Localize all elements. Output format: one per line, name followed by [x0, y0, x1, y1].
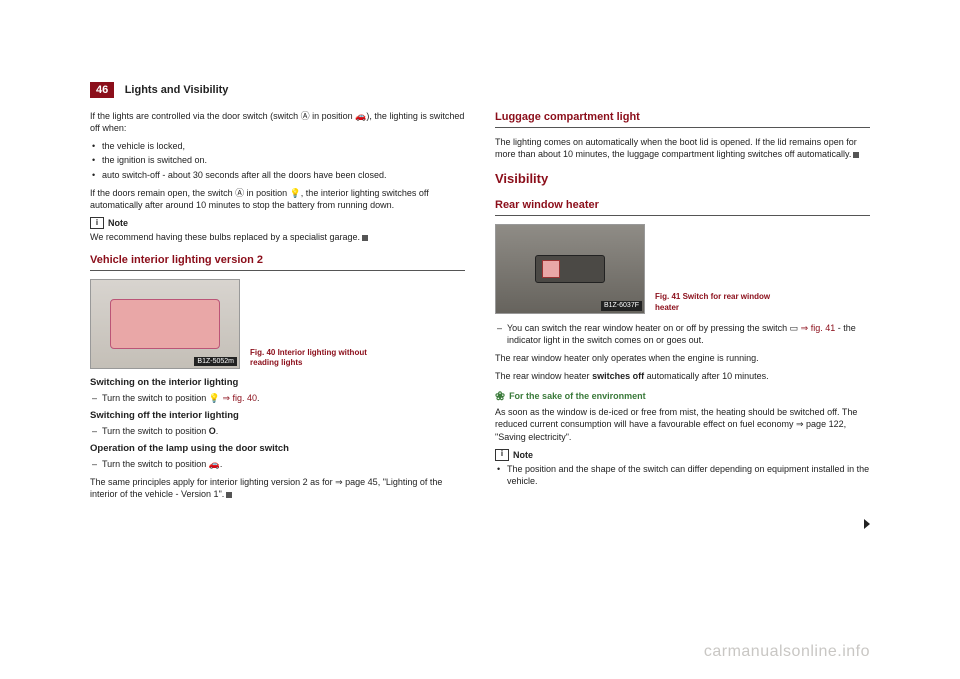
- list-item: auto switch-off - about 30 seconds after…: [90, 169, 465, 181]
- note-heading: i Note: [495, 449, 870, 461]
- step-text: Turn the switch to position: [102, 426, 209, 436]
- sub-heading: Switching off the interior lighting: [90, 410, 465, 423]
- figure-block: B1Z-6037F Fig. 41 Switch for rear window…: [495, 224, 870, 314]
- end-marker-icon: [853, 152, 859, 158]
- note-bullets: The position and the shape of the switch…: [495, 463, 870, 487]
- interior-light-panel: [110, 299, 220, 349]
- figure-40-caption: Fig. 40 Interior lighting without readin…: [250, 348, 390, 370]
- figure-40-image: B1Z-5052m: [90, 279, 240, 369]
- figure-tag: B1Z-6037F: [601, 301, 642, 310]
- p-bold: switches off: [592, 371, 644, 381]
- main-heading: Visibility: [495, 170, 870, 188]
- step-item: Turn the switch to position 🚗.: [90, 458, 465, 470]
- step-bold: O: [209, 426, 216, 436]
- control-panel: [535, 255, 605, 283]
- watermark: carmanualsonline.info: [704, 643, 870, 661]
- luggage-body: The lighting comes on automatically when…: [495, 137, 857, 159]
- list-item: the vehicle is locked,: [90, 140, 465, 152]
- paragraph: If the doors remain open, the switch Ⓐ i…: [90, 187, 465, 211]
- step-text: Turn the switch to position 💡: [102, 393, 222, 403]
- env-text: As soon as the window is de-iced or free…: [495, 406, 870, 442]
- subheading: Vehicle interior lighting version 2: [90, 253, 465, 268]
- note-body: We recommend having these bulbs replaced…: [90, 232, 360, 242]
- step-end: .: [257, 393, 260, 403]
- figure-41-caption: Fig. 41 Switch for rear window heater: [655, 292, 795, 314]
- divider: [90, 270, 465, 271]
- note-text: We recommend having these bulbs replaced…: [90, 231, 465, 243]
- continue-arrow-icon: [864, 519, 870, 529]
- paragraph: The rear window heater switches off auto…: [495, 370, 870, 382]
- subheading: Rear window heater: [495, 198, 870, 213]
- bullet-list: the vehicle is locked, the ignition is s…: [90, 140, 465, 180]
- note-heading: i Note: [90, 217, 465, 229]
- step-item: You can switch the rear window heater on…: [495, 322, 870, 346]
- step-end: .: [216, 426, 219, 436]
- final-text: The same principles apply for interior l…: [90, 477, 442, 499]
- section-title: Lights and Visibility: [125, 84, 229, 96]
- step-item: Turn the switch to position O.: [90, 425, 465, 437]
- content-columns: If the lights are controlled via the doo…: [90, 110, 870, 506]
- step-text: You can switch the rear window heater on…: [507, 323, 801, 333]
- final-paragraph: The same principles apply for interior l…: [90, 476, 465, 500]
- environment-heading: ❀ For the sake of the environment: [495, 388, 870, 404]
- divider: [495, 215, 870, 216]
- intro-text: If the lights are controlled via the doo…: [90, 110, 465, 134]
- info-icon: i: [495, 449, 509, 461]
- luggage-text: The lighting comes on automatically when…: [495, 136, 870, 160]
- p-text: The rear window heater: [495, 371, 592, 381]
- left-column: If the lights are controlled via the doo…: [90, 110, 465, 506]
- info-icon: i: [90, 217, 104, 229]
- heater-button-icon: [542, 260, 560, 278]
- figure-block: B1Z-5052m Fig. 40 Interior lighting with…: [90, 279, 465, 369]
- page-number: 46: [90, 82, 114, 98]
- paragraph: The rear window heater only operates whe…: [495, 352, 870, 364]
- fig-link: ⇒ fig. 41: [801, 323, 836, 333]
- fig-link: ⇒ fig. 40: [222, 393, 257, 403]
- note-label: Note: [108, 217, 128, 229]
- env-label: For the sake of the environment: [509, 390, 646, 402]
- sub-heading: Switching on the interior lighting: [90, 377, 465, 390]
- step-item: Turn the switch to position 💡 ⇒ fig. 40.: [90, 392, 465, 404]
- figure-41-image: B1Z-6037F: [495, 224, 645, 314]
- list-item: the ignition is switched on.: [90, 154, 465, 166]
- end-marker-icon: [362, 235, 368, 241]
- divider: [495, 127, 870, 128]
- list-item: The position and the shape of the switch…: [495, 463, 870, 487]
- figure-tag: B1Z-5052m: [194, 357, 237, 366]
- right-column: Luggage compartment light The lighting c…: [495, 110, 870, 506]
- leaf-icon: ❀: [495, 388, 505, 404]
- p-text: automatically after 10 minutes.: [644, 371, 769, 381]
- subheading: Luggage compartment light: [495, 110, 870, 125]
- sub-heading: Operation of the lamp using the door swi…: [90, 443, 465, 456]
- end-marker-icon: [226, 492, 232, 498]
- page-header: 46 Lights and Visibility: [90, 80, 870, 98]
- note-label: Note: [513, 449, 533, 461]
